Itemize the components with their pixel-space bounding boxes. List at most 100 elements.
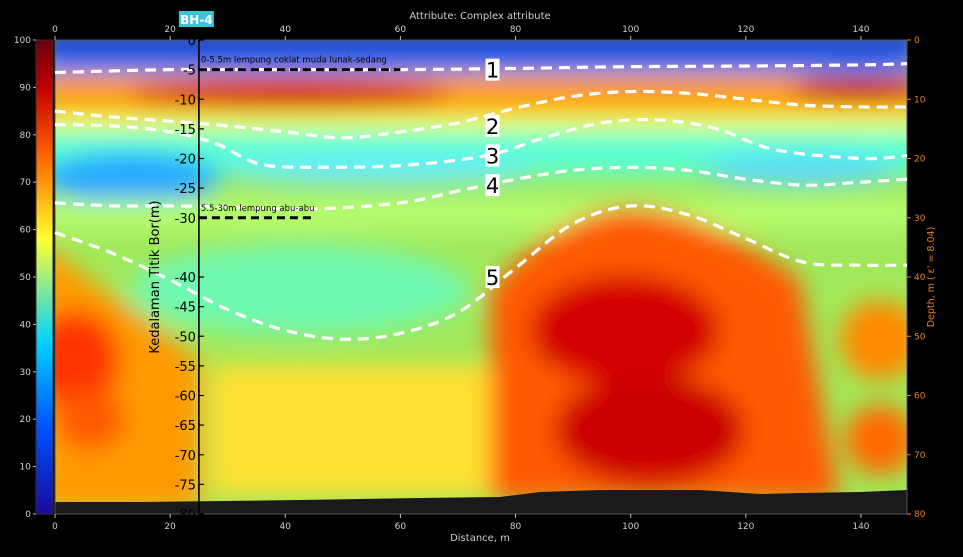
field-blue-pocket-b bbox=[220, 156, 540, 184]
x-bottom-tick-label: 120 bbox=[737, 522, 754, 532]
colorbar-tick-label: 80 bbox=[20, 131, 32, 141]
boundary-line-3 bbox=[54, 118, 908, 169]
depth-tick-label: 20 bbox=[914, 155, 926, 165]
field-red-lens-a bbox=[130, 79, 450, 109]
depth-tick-label: 40 bbox=[914, 273, 926, 283]
borehole-tick-label: -75 bbox=[175, 478, 196, 493]
field-left-red bbox=[55, 310, 120, 410]
field-left-red-b bbox=[55, 390, 125, 450]
boundary-label-4: 4 bbox=[486, 174, 499, 198]
boundary-line-5 bbox=[54, 204, 908, 341]
x-bottom-tick-label: 140 bbox=[852, 522, 869, 532]
colorbar-tick-label: 100 bbox=[14, 36, 31, 46]
field-far-right-orange bbox=[840, 300, 907, 380]
borehole-tick-label: -55 bbox=[175, 360, 196, 375]
field-green-lens bbox=[130, 245, 470, 335]
colorbar-tick-label: 40 bbox=[20, 320, 32, 330]
boundary-label-box bbox=[485, 114, 500, 137]
colorbar-tick-label: 30 bbox=[20, 368, 32, 378]
colorbar-gradient bbox=[35, 39, 54, 515]
boundary-label-box bbox=[485, 266, 500, 288]
x-axis-top: 0 20 40 60 80 100 120 140 bbox=[52, 25, 870, 40]
borehole-tick-label: -30 bbox=[175, 212, 196, 227]
depth-tick-label: 80 bbox=[914, 510, 926, 520]
borehole-ylabel: Kedalaman Titik Bor(m) bbox=[148, 200, 163, 353]
depth-tick-label: 10 bbox=[914, 95, 926, 105]
boundary-line-4 bbox=[54, 165, 908, 211]
borehole-overlay: BH-4 0 -5 -10 -15 -20 -25 -30 -40 -45 -50 -55 -60 -65… bbox=[148, 11, 401, 523]
depth-tick-label: 0 bbox=[914, 36, 920, 46]
x-top-tick-label: 120 bbox=[737, 25, 754, 35]
borehole-tick-label: -50 bbox=[175, 330, 196, 345]
field-blue-pocket-c bbox=[700, 155, 900, 185]
depth-axis-label: Depth, m ( ε' = 8.04) bbox=[926, 227, 937, 328]
depth-axis-right: 0 10 20 30 40 50 60 70 80 bbox=[907, 36, 926, 520]
x-bottom-tick-label: 60 bbox=[395, 522, 407, 532]
borehole-tick-label: -65 bbox=[175, 419, 196, 434]
colorbar-tick-label: 20 bbox=[20, 415, 32, 425]
boundary-label-box bbox=[485, 144, 500, 167]
colorbar-tick-label: 70 bbox=[20, 178, 32, 188]
layer-description: 5.5-30m lempung abu-abu bbox=[201, 204, 315, 214]
depth-tick-label: 30 bbox=[914, 214, 926, 224]
depth-tick-label: 60 bbox=[914, 392, 926, 402]
borehole-tick-label: -25 bbox=[175, 182, 196, 197]
depth-tick-label: 50 bbox=[914, 332, 926, 342]
borehole-tick-label: -80 bbox=[175, 508, 196, 523]
colorbar-tick-label: 50 bbox=[20, 273, 32, 283]
x-top-tick-label: 100 bbox=[622, 25, 639, 35]
field-right-red-a bbox=[530, 275, 720, 385]
x-bottom-tick-label: 100 bbox=[622, 522, 639, 532]
x-top-tick-label: 0 bbox=[52, 25, 58, 35]
borehole-tick-label: 0 bbox=[188, 34, 196, 49]
x-axis-label: Distance, m bbox=[450, 533, 510, 544]
x-bottom-tick-label: 80 bbox=[510, 522, 522, 532]
colorbar-tick-label: 60 bbox=[20, 226, 32, 236]
boundary-lines: 1 2 3 4 5 bbox=[54, 58, 908, 341]
boundary-label-5: 5 bbox=[486, 266, 499, 290]
colorbar-tick-label: 0 bbox=[25, 510, 31, 520]
borehole-label-box bbox=[178, 11, 214, 27]
boundary-label-1: 1 bbox=[486, 59, 499, 83]
borehole-tick-label: -60 bbox=[175, 390, 196, 405]
x-bottom-tick-label: 20 bbox=[164, 522, 176, 532]
x-top-tick-label: 140 bbox=[852, 25, 869, 35]
borehole-tick-label: -10 bbox=[175, 93, 196, 108]
heatmap-field bbox=[55, 40, 907, 510]
no-data-bottom bbox=[55, 490, 907, 514]
boundary-label-3: 3 bbox=[486, 145, 499, 169]
colorbar-tick-label: 90 bbox=[20, 83, 32, 93]
borehole-label: BH-4 bbox=[180, 13, 213, 27]
depth-tick-label: 70 bbox=[914, 451, 926, 461]
x-top-tick-label: 20 bbox=[164, 25, 176, 35]
boundary-label-box bbox=[485, 174, 500, 197]
field-mid-yellow bbox=[210, 365, 490, 495]
boundary-label-2: 2 bbox=[486, 115, 499, 139]
borehole-tick-label: -5 bbox=[183, 64, 196, 79]
colorbar-tick-label: 10 bbox=[20, 463, 32, 473]
borehole-tick-label: -45 bbox=[175, 301, 196, 316]
field-right-red-b bbox=[555, 375, 745, 485]
x-top-tick-label: 80 bbox=[510, 25, 522, 35]
heatmap-area bbox=[55, 40, 907, 514]
field-red-lens-b bbox=[790, 76, 907, 100]
field-blue-pocket-a bbox=[55, 152, 220, 204]
x-axis-bottom: 0 20 40 60 80 100 120 140 bbox=[52, 514, 870, 532]
x-top-tick-label: 60 bbox=[395, 25, 407, 35]
borehole-tick-label: -40 bbox=[175, 271, 196, 286]
borehole-tick-label: -15 bbox=[175, 123, 196, 138]
x-bottom-tick-label: 40 bbox=[280, 522, 292, 532]
field-green-band bbox=[55, 200, 907, 230]
x-top-tick-label: 40 bbox=[280, 25, 292, 35]
chart-title: Attribute: Complex attribute bbox=[409, 11, 550, 22]
borehole-tick-label: -70 bbox=[175, 449, 196, 464]
borehole-tick-label: -20 bbox=[175, 153, 196, 168]
field-yellow-band bbox=[55, 113, 907, 133]
field-far-right-red bbox=[845, 405, 907, 475]
colorbar: 0 10 20 30 40 50 60 70 80 90 100 bbox=[14, 36, 54, 520]
layer-description: 0-5.5m lempung coklat muda lunak-sedang bbox=[201, 56, 387, 66]
boundary-label-box bbox=[485, 58, 500, 81]
x-bottom-tick-label: 0 bbox=[52, 522, 58, 532]
